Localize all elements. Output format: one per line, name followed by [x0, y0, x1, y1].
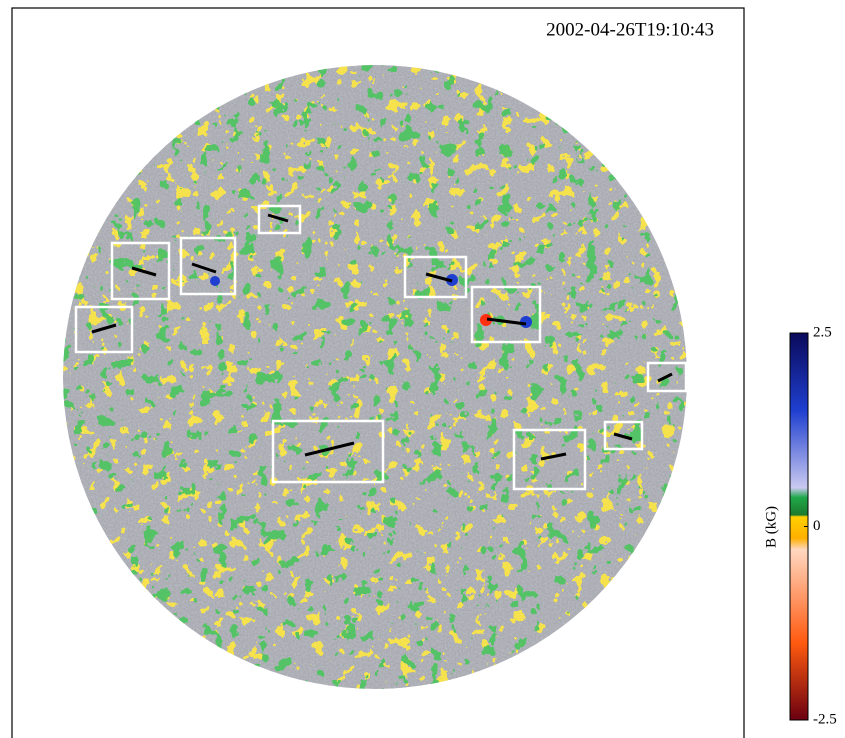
colorbar-label: B (kG) — [763, 506, 779, 548]
colorbar-tick-label: 2.5 — [813, 324, 832, 340]
colorbar-tick-label: -2.5 — [813, 711, 837, 727]
figure: 2002-04-26T19:10:43 B (kG) 2.5 0 -2.5 — [0, 0, 845, 738]
solar-disk — [63, 65, 687, 689]
timestamp: 2002-04-26T19:10:43 — [546, 19, 714, 40]
colorbar-tick-label: 0 — [813, 518, 821, 534]
